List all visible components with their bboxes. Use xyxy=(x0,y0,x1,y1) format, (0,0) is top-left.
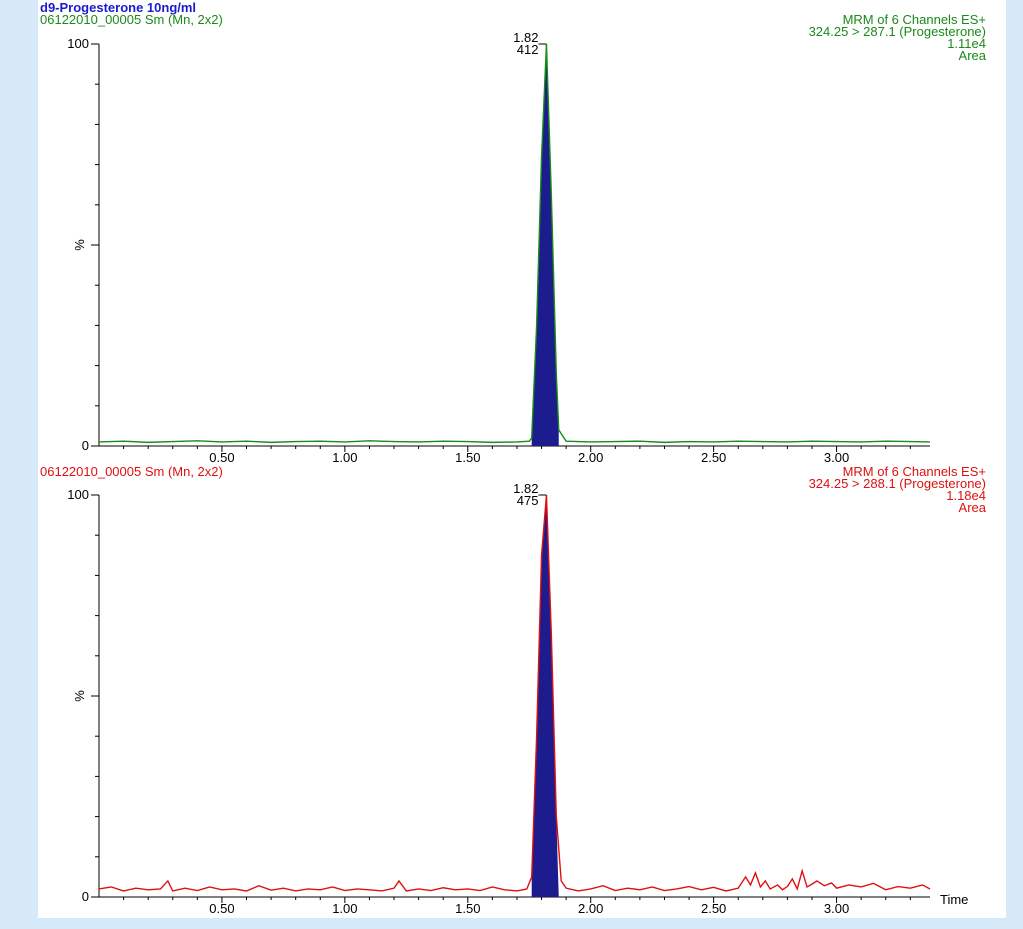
channel-info-line: 324.25 > 287.1 (Progesterone) xyxy=(809,24,986,39)
x-tick-label: 2.50 xyxy=(701,450,726,465)
chromatogram-panel-2: 06122010_00005 Sm (Mn, 2x2) MRM of 6 Chan… xyxy=(40,464,987,916)
x-axis-label: Time xyxy=(940,892,968,907)
peak-retention-time-label: 1.82 xyxy=(513,30,538,45)
integrated-peak-area xyxy=(531,44,559,446)
x-tick-label: 1.50 xyxy=(455,901,480,916)
x-tick-label: 3.00 xyxy=(824,450,849,465)
channel-info-line: 1.11e4 xyxy=(947,36,986,51)
x-tick-label: 0.50 xyxy=(209,450,234,465)
channel-info-line: 324.25 > 288.1 (Progesterone) xyxy=(809,476,986,491)
x-tick-label: 0.50 xyxy=(209,901,234,916)
x-tick-label: 2.00 xyxy=(578,450,603,465)
plot-background xyxy=(38,0,1006,918)
x-tick-label: 3.00 xyxy=(824,901,849,916)
y-tick-label: 0 xyxy=(82,438,89,453)
y-axis-label: % xyxy=(72,690,87,702)
chromatogram-trace xyxy=(98,494,931,892)
sample-label: 06122010_00005 Sm (Mn, 2x2) xyxy=(40,12,223,27)
peak-area-label: 475 xyxy=(517,493,539,508)
y-tick-label: 0 xyxy=(82,889,89,904)
x-tick-label: 1.00 xyxy=(332,450,357,465)
chromatogram-trace xyxy=(98,43,931,444)
peak-area-label: 412 xyxy=(517,42,539,57)
x-tick-label: 2.00 xyxy=(578,901,603,916)
channel-info-line: MRM of 6 Channels ES+ xyxy=(843,12,986,27)
channel-info-line: 1.18e4 xyxy=(946,488,986,503)
y-tick-label: 100 xyxy=(67,487,89,502)
integrated-peak-area xyxy=(531,495,559,897)
channel-info-line: Area xyxy=(959,500,987,515)
chromatogram-panel-1: 06122010_00005 Sm (Mn, 2x2) MRM of 6 Chan… xyxy=(40,12,987,465)
x-tick-label: 1.00 xyxy=(332,901,357,916)
sample-label: 06122010_00005 Sm (Mn, 2x2) xyxy=(40,464,223,479)
channel-info-line: Area xyxy=(959,48,987,63)
x-tick-label: 1.50 xyxy=(455,450,480,465)
figure-title: d9-Progesterone 10ng/ml xyxy=(40,0,196,15)
x-tick-label: 2.50 xyxy=(701,901,726,916)
chromatogram-panels: 06122010_00005 Sm (Mn, 2x2) MRM of 6 Chan… xyxy=(40,12,987,916)
y-tick-label: 100 xyxy=(67,36,89,51)
channel-info-line: MRM of 6 Channels ES+ xyxy=(843,464,986,479)
peak-retention-time-label: 1.82 xyxy=(513,481,538,496)
y-axis-label: % xyxy=(72,239,87,251)
